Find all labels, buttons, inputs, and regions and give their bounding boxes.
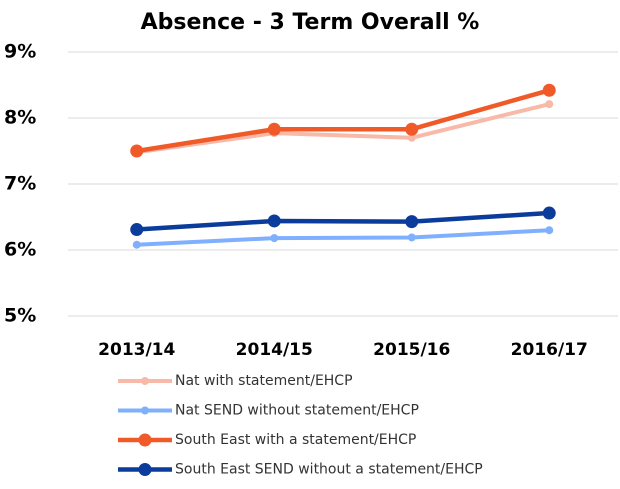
x-tick-label: 2013/14 <box>98 340 175 360</box>
y-tick-label: 8% <box>4 107 36 129</box>
legend-label: South East with a statement/EHCP <box>175 432 416 448</box>
series-line <box>136 228 550 247</box>
data-point <box>407 233 416 242</box>
chart-title: Absence - 3 Term Overall % <box>141 10 480 35</box>
x-tick-label: 2015/16 <box>373 340 450 360</box>
data-point <box>542 83 556 97</box>
y-tick-label: 9% <box>4 41 36 63</box>
data-point <box>267 214 281 228</box>
legend-marker <box>141 406 149 415</box>
series-line <box>136 102 550 155</box>
legend-marker <box>138 433 152 447</box>
legend-label: Nat with statement/EHCP <box>175 373 353 389</box>
data-point <box>130 144 144 158</box>
x-tick-label: 2014/15 <box>236 340 313 360</box>
series-line <box>136 210 550 232</box>
data-point <box>267 122 281 136</box>
y-tick-label: 5% <box>4 305 36 327</box>
legend-marker <box>138 463 152 476</box>
data-point <box>545 226 554 235</box>
data-point <box>545 100 554 109</box>
data-point <box>270 234 279 243</box>
data-point <box>542 206 556 220</box>
data-point <box>132 240 141 249</box>
x-tick-label: 2016/17 <box>511 340 588 360</box>
legend-label: Nat SEND without statement/EHCP <box>175 403 419 419</box>
y-tick-label: 7% <box>4 173 36 195</box>
data-point <box>405 215 419 229</box>
data-point <box>405 122 419 136</box>
series-line <box>136 88 550 154</box>
legend-label: South East SEND without a statement/EHCP <box>175 462 483 478</box>
y-tick-label: 6% <box>4 239 36 261</box>
legend-marker <box>141 377 149 385</box>
data-point <box>130 223 144 237</box>
data-point <box>407 133 416 142</box>
